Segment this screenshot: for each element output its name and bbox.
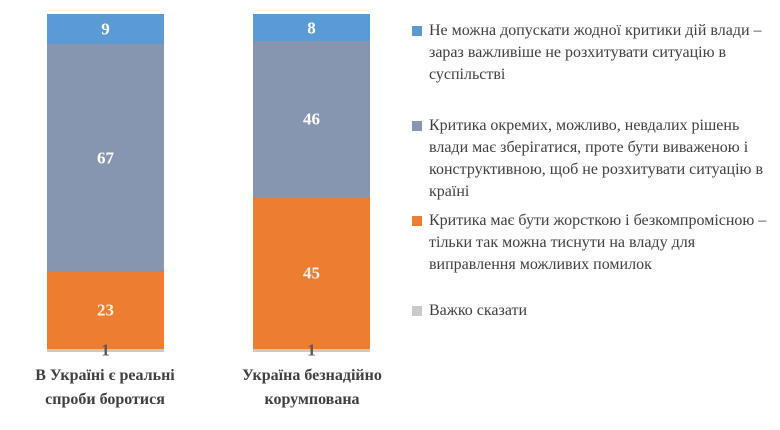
legend-item-balanced-criticism: Критика окремих, можливо, невдалих рішен… [410,115,772,203]
bar-group-2: 8 46 45 1 Україна безнадійно корумпована [242,14,382,412]
legend-item-hard-to-say: Важко сказати [410,300,772,322]
bar-segment: 46 [253,41,370,197]
legend-marker-orange-icon [412,216,422,226]
legend-marker-gray-icon [412,121,422,131]
bar-segment: 1 [253,342,370,359]
bar-segment: 9 [47,14,164,45]
legend-item-no-criticism: Не можна допускати жодної критики дій вл… [410,20,772,86]
legend-item-harsh-criticism: Критика має бути жорсткою і безкомпроміс… [410,210,772,276]
category-label-1: В Україні є реальні спроби боротися [35,367,175,408]
data-label: 9 [101,19,110,39]
bar-segment: 8 [253,14,370,42]
legend-label-harsh-criticism: Критика має бути жорсткою і безкомпроміс… [429,212,767,273]
stacked-bar-2: 8 46 45 1 [253,14,370,359]
legend-label-hard-to-say: Важко сказати [429,302,528,319]
data-label: 67 [97,148,114,168]
stacked-bar-1: 9 67 23 1 [47,14,164,359]
data-label: 23 [97,300,114,320]
data-label: 46 [303,109,320,129]
bar-segment: 23 [47,270,164,349]
bar-group-1: 9 67 23 1 В Україні є реальні спроби бороти… [35,14,175,412]
legend-label-no-criticism: Не можна допускати жодної критики дій вл… [429,22,762,83]
bar-segment: 67 [47,44,164,271]
bar-segment: 1 [47,342,164,359]
legend-marker-blue-icon [412,26,422,36]
data-label: 45 [303,263,320,283]
bar-segment: 45 [253,196,370,349]
data-label: 8 [307,18,316,38]
category-label-2: Україна безнадійно корумпована [242,367,382,408]
legend-label-balanced-criticism: Критика окремих, можливо, невдалих рішен… [429,117,764,200]
legend-marker-lightgray-icon [412,306,422,316]
legend: Не можна допускати жодної критики дій вл… [410,0,772,430]
